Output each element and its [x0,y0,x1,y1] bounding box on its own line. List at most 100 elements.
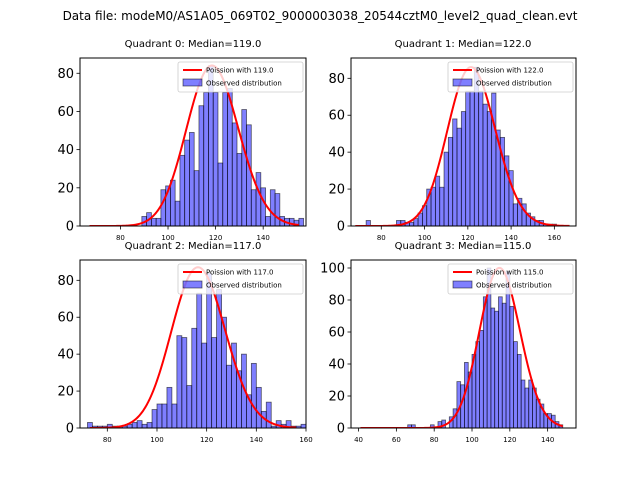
histogram-bar [439,186,445,226]
y-tick-label: 40 [328,358,345,373]
x-tick-label: 100 [161,234,174,242]
x-tick-label: 80 [116,234,125,242]
subplot-title-q2: Quadrant 2: Median=117.0 [124,241,262,252]
histogram-bar [482,103,488,226]
histogram-bar [236,153,243,226]
histogram-bar [131,422,138,428]
x-tick-label: 160 [548,234,561,242]
histogram-bar [227,88,233,226]
plot-area-q2 [87,266,306,428]
legend-label-observed: Observed distribution [476,282,552,290]
legend-label-observed: Observed distribution [476,80,552,88]
histogram-bar [413,218,419,226]
legend-label-poisson: Poission with 115.0 [476,269,544,277]
histogram-bar [509,305,515,428]
histogram-bar [179,154,186,226]
y-tick-label: 100 [320,262,345,277]
figure-title: Data file: modeM0/AS1A05_069T02_90000030… [62,9,578,23]
y-tick-label: 0 [66,220,74,235]
histogram-bar [255,386,262,428]
histogram-bar [434,175,441,226]
y-tick-label: 60 [328,109,345,124]
histogram-bar [528,379,533,428]
histogram-bar [456,127,462,226]
histogram-bar [520,379,526,428]
y-tick-label: 60 [57,105,74,120]
histogram-bar [246,124,252,226]
histogram-bar [298,217,305,226]
axes-frame [79,259,307,429]
legend-label-poisson: Poission with 122.0 [476,67,544,75]
histogram-bar [186,385,193,428]
histogram-bar [201,342,208,428]
axes-frame [350,259,577,429]
legend-box [177,263,304,295]
poisson-line [360,266,564,428]
histogram-bar [430,186,436,226]
x-tick-label: 100 [150,436,163,444]
histogram-bar [176,335,183,428]
histogram-bar [482,296,488,428]
y-tick-label: 20 [57,181,74,196]
histogram-bar [161,403,168,428]
histogram-bar [300,423,306,428]
histogram-bar [250,189,257,226]
histogram-bar [260,187,266,226]
histogram-bar [486,111,493,226]
histogram-bar [498,296,503,428]
histogram-bar [516,353,522,428]
legend-bar-swatch [182,280,203,289]
subplot-q3: 40 60 80 100 120 140 0 20 40 60 80 100 Poission with… [320,259,577,444]
histogram-bar [212,91,219,226]
y-tick-label: 20 [328,183,345,198]
x-tick-label: 140 [541,436,554,444]
x-tick-label: 40 [354,436,363,444]
legend: Poission with 117.0 Observed distribution [177,263,304,295]
x-tick-label: 120 [461,234,474,242]
histogram-bar [146,422,153,428]
histogram-bar [174,200,181,226]
legend-bar-swatch [452,280,473,289]
x-tick-label: 100 [418,234,431,242]
y-tick-label: 80 [57,67,74,82]
y-tick-label: 40 [57,143,74,158]
histogram-bar [269,189,276,226]
legend-box [447,61,574,93]
y-tick-label: 20 [57,385,74,400]
histogram-bar [447,136,454,226]
histogram-bar [452,118,458,226]
histogram-bar [443,151,449,226]
x-tick-label: 60 [392,436,401,444]
histogram-bar [150,217,157,226]
y-tick-label: 60 [328,326,345,341]
histogram-bar [222,91,228,226]
x-tick-label: 120 [209,234,222,242]
subplot-q1: 80 100 120 140 160 0 20 40 60 80 Poission with 122… [328,57,577,242]
histogram-bar [490,307,496,428]
histogram-bar [171,403,178,428]
legend-label-observed: Observed distribution [206,80,282,88]
histogram-bar [189,132,195,226]
histogram-bar [217,162,224,226]
axes-frame [79,57,307,227]
histogram-bar [181,337,188,428]
subplot-q0: 80 100 120 140 0 20 40 60 80 Poission with 119.0 O… [57,57,307,242]
y-tick-label: 80 [328,294,345,309]
histogram-bar [191,327,198,428]
histogram-bar [524,387,530,428]
histogram-bar [160,189,167,226]
histogram-bar [479,329,484,428]
subplot-title-q3: Quadrant 3: Median=115.0 [394,241,532,252]
subplot-title-q1: Quadrant 1: Median=122.0 [394,39,532,50]
histogram-bar [409,221,415,226]
histogram-bar [169,179,176,226]
legend-bar-swatch [452,78,473,87]
histogram-bar [155,217,162,226]
histogram-bar [156,403,163,428]
histogram-bar [151,409,158,428]
plot-area-q1 [355,66,570,226]
histogram-bar [501,302,507,428]
legend-box [177,61,304,93]
x-tick-label: 80 [430,436,439,444]
histogram-bar [491,92,497,226]
